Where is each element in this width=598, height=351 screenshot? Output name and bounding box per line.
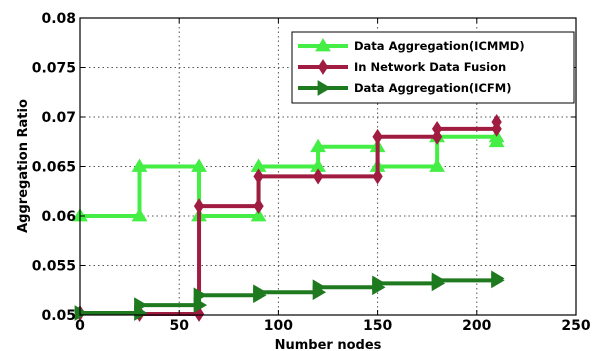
y-tick-label: 0.08 <box>41 11 76 27</box>
y-tick-label: 0.055 <box>32 259 76 275</box>
series-layer <box>72 114 505 322</box>
axis-ticks: 0 50 100 150 200 250 0.05 0.055 0.06 0.065 0.07 0.0… <box>32 11 591 334</box>
data-point-marker <box>372 168 383 185</box>
legend-entry: In Network Data Fusion <box>298 59 506 75</box>
data-point-marker <box>372 128 383 145</box>
data-point-marker <box>250 208 267 222</box>
data-point-marker <box>431 120 443 137</box>
legend-label: In Network Data Fusion <box>354 60 506 74</box>
data-point-marker <box>131 208 148 222</box>
y-tick-label: 0.05 <box>41 308 76 324</box>
legend-label: Data Aggregation(ICFM) <box>354 81 511 95</box>
legend-marker <box>317 80 331 96</box>
data-point-marker <box>193 198 205 215</box>
data-point-marker <box>491 270 505 287</box>
data-point-marker <box>131 158 148 172</box>
data-point-marker <box>429 158 445 172</box>
x-tick-label: 50 <box>169 318 189 334</box>
y-tick-label: 0.06 <box>41 209 76 225</box>
x-tick-label: 200 <box>462 318 491 334</box>
legend-entry: Data Aggregation(ICMMD) <box>298 38 525 53</box>
y-tick-label: 0.075 <box>32 61 76 77</box>
legend-label: Data Aggregation(ICMMD) <box>354 39 525 53</box>
y-tick-label: 0.07 <box>41 110 76 126</box>
y-axis-label: Aggregation Ratio <box>16 99 31 233</box>
data-point-marker <box>193 287 208 304</box>
data-point-marker <box>253 284 267 301</box>
data-point-marker <box>491 114 502 130</box>
legend-entry: Data Aggregation(ICFM) <box>298 80 511 96</box>
data-point-marker <box>191 158 207 172</box>
data-point-marker <box>193 297 208 313</box>
data-point-marker <box>312 168 324 185</box>
data-point-marker <box>488 133 505 148</box>
data-point-marker <box>312 279 327 296</box>
legend-marker <box>317 59 329 75</box>
data-point-marker <box>431 128 443 145</box>
series-3 <box>74 270 505 321</box>
data-point-marker <box>253 198 264 215</box>
x-axis-label: Number nodes <box>275 338 382 351</box>
data-point-marker <box>253 168 264 185</box>
data-point-marker <box>431 272 446 289</box>
legend: Data Aggregation(ICMMD) In Network Data F… <box>291 31 575 104</box>
legend-marker <box>315 38 331 52</box>
data-point-marker <box>74 305 88 321</box>
y-tick-label: 0.065 <box>32 160 76 176</box>
x-tick-label: 250 <box>561 318 590 334</box>
data-point-marker <box>134 297 148 313</box>
x-tick-label: 150 <box>363 318 392 334</box>
x-tick-label: 0 <box>75 318 85 334</box>
x-tick-label: 100 <box>264 318 293 334</box>
data-point-marker <box>310 138 326 153</box>
data-point-marker <box>372 275 386 292</box>
